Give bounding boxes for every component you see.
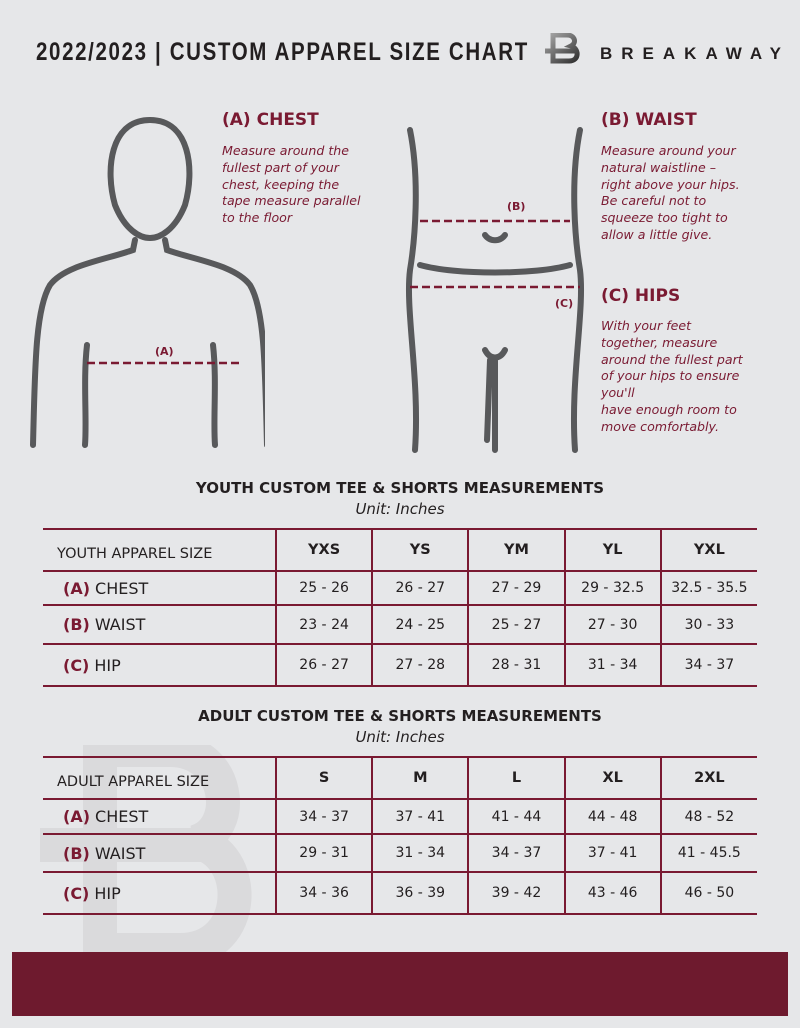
adult-size-table: ADULT APPAREL SIZE S M L XL 2XL (A) CHEST 34 … <box>43 756 757 915</box>
row-label: (A) CHEST <box>43 798 276 835</box>
table-row: (B) WAIST 23 - 24 24 - 25 25 - 27 27 - 30 30 … <box>43 604 757 645</box>
waist-marker: (B) <box>507 200 525 213</box>
cell: 25 - 27 <box>467 604 565 645</box>
size-header: XL <box>563 756 661 800</box>
waist-description: Measure around your natural waistline – ri… <box>601 143 740 242</box>
upper-body-illustration: (A) <box>30 116 265 448</box>
size-header: 2XL <box>659 756 757 800</box>
cell: 29 - 32.5 <box>563 570 661 606</box>
size-header: M <box>371 756 469 800</box>
footer-bar <box>12 952 788 1016</box>
cell: 41 - 44 <box>467 798 565 835</box>
youth-section-title: YOUTH CUSTOM TEE & SHORTS MEASUREMENTS <box>195 479 605 497</box>
column-header-label: YOUTH APPAREL SIZE <box>43 528 276 572</box>
cell: 39 - 42 <box>467 871 565 915</box>
cell: 48 - 52 <box>659 798 757 835</box>
cell: 31 - 34 <box>563 643 661 687</box>
cell: 23 - 24 <box>274 604 373 645</box>
breakaway-logo <box>545 33 580 64</box>
cell: 27 - 28 <box>371 643 469 687</box>
waist-heading: (B) WAIST <box>601 110 697 130</box>
size-header: YM <box>467 528 565 572</box>
column-header-label: ADULT APPAREL SIZE <box>43 756 276 800</box>
cell: 37 - 41 <box>563 833 661 873</box>
cell: 34 - 37 <box>467 833 565 873</box>
cell: 26 - 27 <box>371 570 469 606</box>
cell: 29 - 31 <box>274 833 373 873</box>
table-header-row: ADULT APPAREL SIZE S M L XL 2XL <box>43 756 757 800</box>
brand-name: BREAKAWAY <box>600 44 790 63</box>
size-header: YS <box>371 528 469 572</box>
cell: 41 - 45.5 <box>659 833 757 873</box>
cell: 43 - 46 <box>563 871 661 915</box>
cell: 34 - 37 <box>659 643 757 687</box>
page-title: 2022/2023 | CUSTOM APPAREL SIZE CHART <box>36 38 529 66</box>
size-header: YXL <box>659 528 757 572</box>
cell: 26 - 27 <box>274 643 373 687</box>
row-label: (B) WAIST <box>43 604 276 645</box>
row-label: (C) HIP <box>43 643 276 687</box>
size-header: YL <box>563 528 661 572</box>
cell: 34 - 37 <box>274 798 373 835</box>
cell: 28 - 31 <box>467 643 565 687</box>
cell: 32.5 - 35.5 <box>659 570 757 606</box>
table-row: (A) CHEST 34 - 37 37 - 41 41 - 44 44 - 48 48 … <box>43 798 757 835</box>
table-row: (B) WAIST 29 - 31 31 - 34 34 - 37 37 - 41 41 … <box>43 833 757 873</box>
cell: 30 - 33 <box>659 604 757 645</box>
hips-description: With your feet together, measure around th… <box>601 318 743 434</box>
cell: 34 - 36 <box>274 871 373 915</box>
table-row: (C) HIP 34 - 36 36 - 39 39 - 42 43 - 46 46 - … <box>43 871 757 915</box>
table-row: (C) HIP 26 - 27 27 - 28 28 - 31 31 - 34 34 - … <box>43 643 757 687</box>
adult-unit: Unit: Inches <box>355 728 445 746</box>
size-header: S <box>274 756 373 800</box>
row-label: (B) WAIST <box>43 833 276 873</box>
chest-description: Measure around the fullest part of your ch… <box>222 143 361 226</box>
row-label: (A) CHEST <box>43 570 276 606</box>
youth-size-table: YOUTH APPAREL SIZE YXS YS YM YL YXL (A) CHEST… <box>43 528 757 687</box>
hips-heading: (C) HIPS <box>601 286 681 306</box>
cell: 27 - 30 <box>563 604 661 645</box>
cell: 24 - 25 <box>371 604 469 645</box>
hips-marker: (C) <box>555 297 573 310</box>
table-header-row: YOUTH APPAREL SIZE YXS YS YM YL YXL <box>43 528 757 572</box>
row-label: (C) HIP <box>43 871 276 915</box>
size-header: YXS <box>274 528 373 572</box>
cell: 27 - 29 <box>467 570 565 606</box>
chest-marker: (A) <box>155 345 174 358</box>
table-row: (A) CHEST 25 - 26 26 - 27 27 - 29 29 - 32.5 3… <box>43 570 757 606</box>
youth-unit: Unit: Inches <box>355 500 445 518</box>
cell: 37 - 41 <box>371 798 469 835</box>
adult-section-title: ADULT CUSTOM TEE & SHORTS MEASUREMENTS <box>198 707 602 725</box>
cell: 44 - 48 <box>563 798 661 835</box>
cell: 36 - 39 <box>371 871 469 915</box>
size-header: L <box>467 756 565 800</box>
chest-heading: (A) CHEST <box>222 110 319 130</box>
cell: 25 - 26 <box>274 570 373 606</box>
cell: 31 - 34 <box>371 833 469 873</box>
lower-body-illustration: (B) (C) <box>405 127 585 453</box>
cell: 46 - 50 <box>659 871 757 915</box>
